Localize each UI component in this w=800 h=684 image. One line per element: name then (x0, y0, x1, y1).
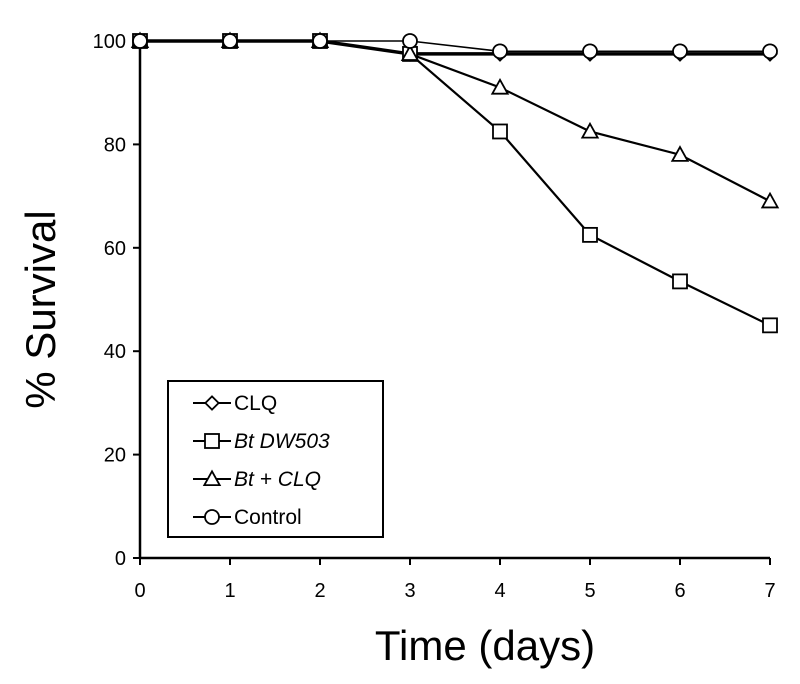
legend-item: Bt DW503 (193, 430, 330, 453)
legend-marker (204, 509, 220, 525)
legend-box (167, 380, 384, 538)
series-circle (140, 40, 770, 53)
x-tick-label: 2 (314, 580, 325, 602)
series-line (140, 40, 770, 53)
data-point (762, 317, 778, 334)
y-tick-label: 40 (104, 341, 126, 363)
data-point (400, 44, 420, 61)
data-point (580, 121, 600, 139)
data-point (760, 191, 780, 209)
legend-label: Control (234, 506, 302, 529)
y-tick-label: 80 (104, 134, 126, 156)
legend: CLQ Bt DW503 Bt + CLQ Control (167, 380, 384, 538)
x-tick-label: 1 (224, 580, 235, 602)
y-tick-label: 20 (104, 445, 126, 467)
data-point (582, 226, 598, 243)
data-point (490, 77, 510, 95)
series-markers-square (132, 33, 778, 334)
data-point (492, 123, 508, 140)
x-tick-label: 5 (584, 580, 595, 602)
legend-marker (202, 469, 222, 487)
x-tick-label: 6 (674, 580, 685, 602)
y-tick-label: 100 (93, 31, 126, 53)
data-point (312, 33, 328, 49)
x-tick-label: 4 (494, 580, 505, 602)
x-tick-label: 3 (404, 580, 415, 602)
x-tick-label: 0 (134, 580, 145, 602)
legend-label: Bt + CLQ (234, 468, 321, 491)
legend-marker (204, 433, 220, 449)
series-triangle (140, 39, 771, 203)
y-tick-label: 60 (104, 238, 126, 260)
data-point (402, 33, 418, 49)
series-layer (130, 31, 780, 334)
legend-item: Control (193, 506, 302, 529)
y-axis-title: % Survival (17, 210, 64, 408)
data-point (582, 43, 598, 60)
series-markers-circle (132, 33, 778, 60)
series-line (140, 39, 771, 203)
x-tick-label: 7 (764, 580, 775, 602)
x-axis-title: Time (days) (375, 622, 595, 669)
data-point (672, 43, 688, 60)
legend-label: Bt DW503 (234, 430, 330, 453)
data-point (132, 33, 148, 49)
data-point (670, 145, 690, 162)
ticks: 0 20 40 60 80 100 0 1 2 3 4 5 6 7 (93, 31, 776, 602)
data-point (672, 273, 688, 290)
legend-label: CLQ (234, 392, 277, 415)
y-tick-label: 0 (115, 548, 126, 570)
legend-marker (204, 395, 220, 411)
data-point (492, 43, 508, 60)
data-point (222, 33, 238, 49)
axes (138, 41, 770, 560)
legend-item: CLQ (193, 392, 277, 415)
data-point (762, 43, 778, 60)
legend-item: Bt + CLQ (193, 468, 321, 491)
